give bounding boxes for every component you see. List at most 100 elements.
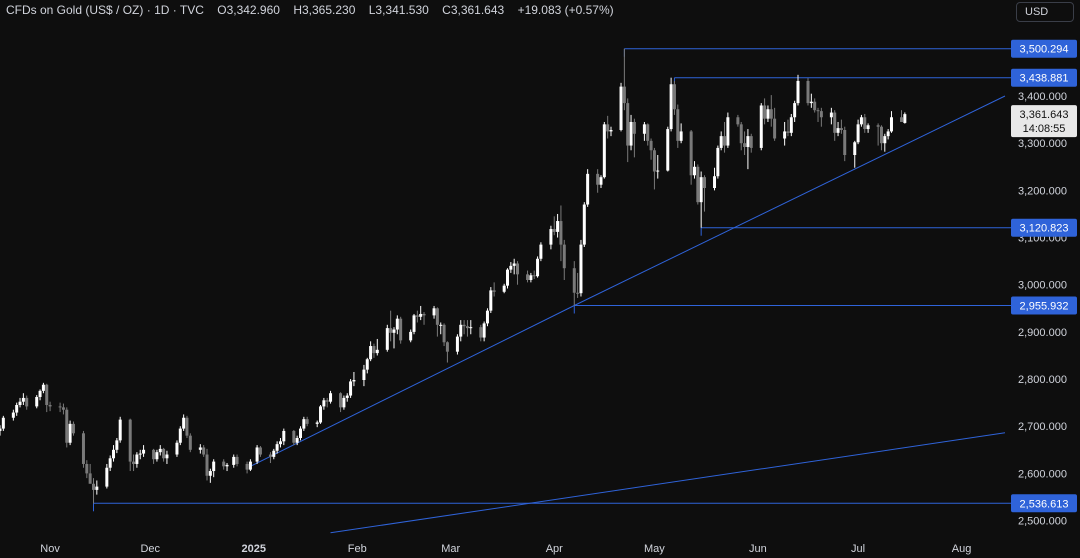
candle	[576, 272, 580, 298]
candle-body	[596, 173, 600, 185]
candle	[362, 364, 366, 387]
candle	[375, 338, 379, 356]
candle	[325, 397, 329, 408]
candle-body	[723, 136, 727, 146]
candle-body	[108, 458, 112, 468]
candle	[85, 460, 89, 479]
candle	[158, 445, 162, 456]
candle-body	[71, 423, 75, 434]
candle-body	[442, 324, 446, 343]
candle-body	[856, 124, 860, 143]
candle-body	[11, 412, 15, 418]
candle-body	[606, 124, 610, 132]
candle-body	[759, 105, 763, 148]
candle-body	[422, 313, 426, 316]
candle-body	[272, 450, 276, 457]
candle	[602, 121, 606, 179]
candle-body	[439, 324, 443, 326]
candle-body	[813, 101, 817, 111]
symbol-name[interactable]: CFDs on Gold (US$ / OZ)	[6, 3, 144, 17]
low-value: L3,341.530	[368, 3, 429, 17]
candle-body	[345, 395, 349, 398]
candle-body	[689, 131, 693, 176]
candle-body	[339, 393, 343, 408]
candle	[245, 461, 249, 474]
candle-body	[806, 80, 810, 104]
candle	[462, 320, 466, 335]
candle	[502, 283, 506, 294]
price-labels: 3,500.294 3,438.881 3,120.823 2,955.932 2,53…	[1011, 39, 1077, 513]
candle	[819, 107, 823, 127]
candle	[853, 140, 857, 168]
candle	[829, 107, 833, 125]
candle	[749, 133, 753, 153]
candle-body	[152, 449, 156, 460]
candle	[692, 161, 696, 179]
candle-body	[208, 471, 212, 476]
candle	[465, 320, 469, 337]
candle-body	[536, 258, 540, 277]
price-tick-label: 3,300.000	[1018, 138, 1067, 150]
candle-body	[839, 128, 843, 130]
candle-body	[258, 447, 262, 455]
candle-body	[696, 166, 700, 203]
candle	[763, 98, 767, 125]
candle-body	[88, 473, 92, 484]
currency-button[interactable]: USD	[1016, 2, 1074, 22]
time-label: Jun	[749, 543, 767, 555]
candle	[769, 95, 773, 127]
level-price-label: 2,955.932	[1011, 296, 1077, 315]
time-axis[interactable]: Nov Dec 2025 Feb Mar Apr May Jun Jul Aug	[40, 543, 971, 555]
candle-body	[889, 117, 893, 132]
candle	[71, 421, 75, 436]
candle-body	[205, 454, 209, 476]
candle-body	[883, 136, 887, 144]
level-label-text: 2,536.613	[1020, 498, 1069, 510]
candle-body	[516, 263, 520, 275]
last-price-label: 3,361.643 14:08:55	[1011, 105, 1077, 138]
candle-body	[599, 177, 603, 185]
candle	[352, 371, 356, 387]
candle	[45, 383, 49, 413]
candle-body	[282, 430, 286, 442]
candle-body	[212, 461, 216, 472]
candle-body	[743, 143, 747, 147]
symbol-info-header: CFDs on Gold (US$ / OZ) · 1D · TVC O3,34…	[6, 3, 614, 17]
candle-body	[329, 393, 333, 402]
candle-body	[539, 244, 543, 259]
candle-body	[506, 269, 510, 286]
candle	[622, 48, 626, 111]
interval-label[interactable]: 1D	[154, 3, 170, 17]
time-label: Aug	[952, 543, 972, 555]
candle	[58, 402, 62, 413]
candle	[342, 395, 346, 410]
candle	[369, 341, 373, 362]
candle-body	[162, 448, 166, 459]
candle	[108, 455, 112, 472]
candle-body	[132, 461, 136, 464]
candle-body	[836, 128, 840, 133]
candle-body	[562, 244, 566, 269]
candle-body	[485, 310, 489, 324]
candle-body	[65, 409, 69, 443]
candle	[445, 341, 449, 363]
candle	[886, 129, 890, 140]
candle-body	[853, 142, 857, 155]
candle	[299, 426, 302, 441]
price-axis[interactable]: 3,400.0003,300.0003,200.0003,100.0003,00…	[1018, 91, 1067, 528]
candle-body	[198, 447, 202, 450]
candle	[723, 121, 727, 153]
candle-body	[1, 417, 5, 429]
candle-body	[843, 130, 847, 155]
candle	[586, 169, 590, 207]
candle-body	[292, 430, 296, 443]
candle-body	[25, 397, 29, 407]
candle	[412, 313, 416, 335]
candle	[789, 113, 793, 137]
candle	[876, 123, 880, 146]
candle	[652, 147, 656, 190]
candle	[105, 463, 109, 489]
candle	[759, 103, 763, 151]
time-label: Dec	[140, 543, 160, 555]
